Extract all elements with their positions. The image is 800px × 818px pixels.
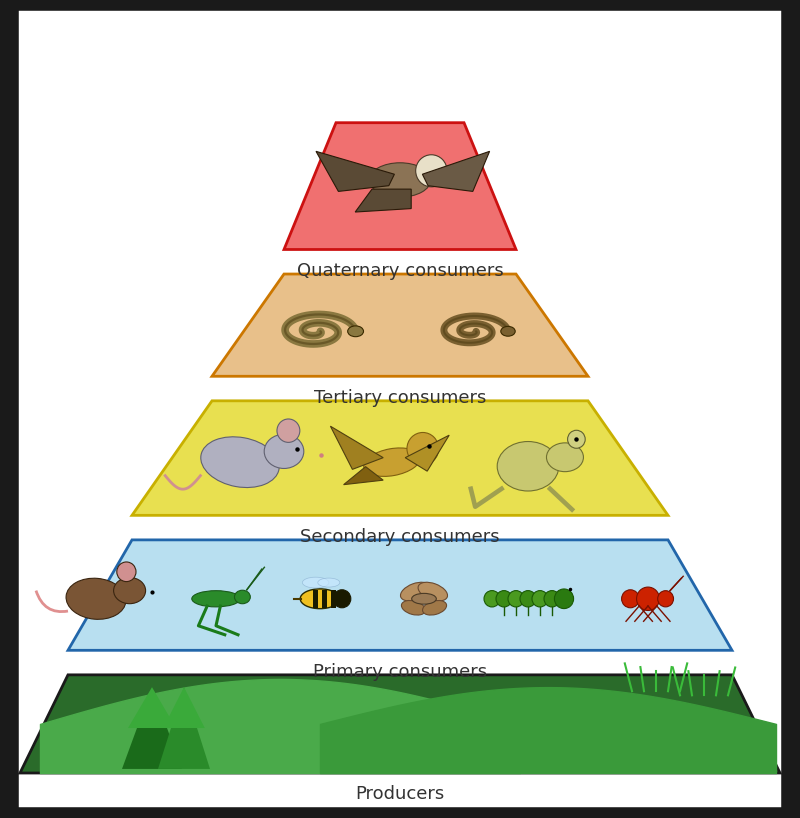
Ellipse shape [114,578,146,604]
Ellipse shape [364,448,420,476]
Circle shape [554,589,574,609]
Ellipse shape [501,326,515,336]
Ellipse shape [264,434,304,469]
Polygon shape [212,274,588,376]
Circle shape [484,591,500,607]
Ellipse shape [348,326,363,337]
Polygon shape [316,151,394,191]
Ellipse shape [401,582,430,601]
Ellipse shape [412,593,436,605]
Circle shape [568,430,585,448]
Polygon shape [132,401,668,515]
Circle shape [544,591,560,607]
Ellipse shape [234,591,250,604]
Polygon shape [20,675,780,773]
Ellipse shape [192,591,240,607]
Text: Producers: Producers [355,785,445,803]
FancyBboxPatch shape [313,590,318,608]
FancyBboxPatch shape [16,8,784,810]
Circle shape [277,419,300,443]
Polygon shape [122,687,182,769]
Ellipse shape [402,600,426,615]
Polygon shape [158,687,210,769]
Ellipse shape [300,589,340,609]
Polygon shape [330,426,383,470]
Ellipse shape [302,578,329,588]
Circle shape [637,587,659,610]
FancyBboxPatch shape [322,590,327,608]
Circle shape [496,591,512,607]
FancyBboxPatch shape [330,590,336,608]
Polygon shape [422,151,490,191]
Ellipse shape [66,578,126,619]
Circle shape [556,591,572,607]
Circle shape [532,591,548,607]
Ellipse shape [418,582,447,601]
Circle shape [508,591,524,607]
Ellipse shape [370,163,430,197]
Circle shape [117,562,136,582]
Polygon shape [355,189,411,212]
Text: Tertiary consumers: Tertiary consumers [314,389,486,407]
Polygon shape [405,435,450,471]
Circle shape [407,433,438,465]
Polygon shape [344,466,383,484]
Ellipse shape [498,442,558,491]
Ellipse shape [318,578,340,587]
Text: Secondary consumers: Secondary consumers [300,528,500,546]
Circle shape [334,590,351,608]
Circle shape [416,155,447,187]
Polygon shape [163,687,205,728]
Ellipse shape [546,443,583,472]
Polygon shape [128,687,176,728]
Circle shape [622,590,639,608]
Polygon shape [68,540,732,650]
Text: Primary consumers: Primary consumers [313,663,487,681]
Text: Quaternary consumers: Quaternary consumers [297,262,503,280]
Ellipse shape [201,437,279,488]
Circle shape [520,591,536,607]
Ellipse shape [422,600,446,615]
Circle shape [658,591,674,607]
Polygon shape [284,123,516,249]
